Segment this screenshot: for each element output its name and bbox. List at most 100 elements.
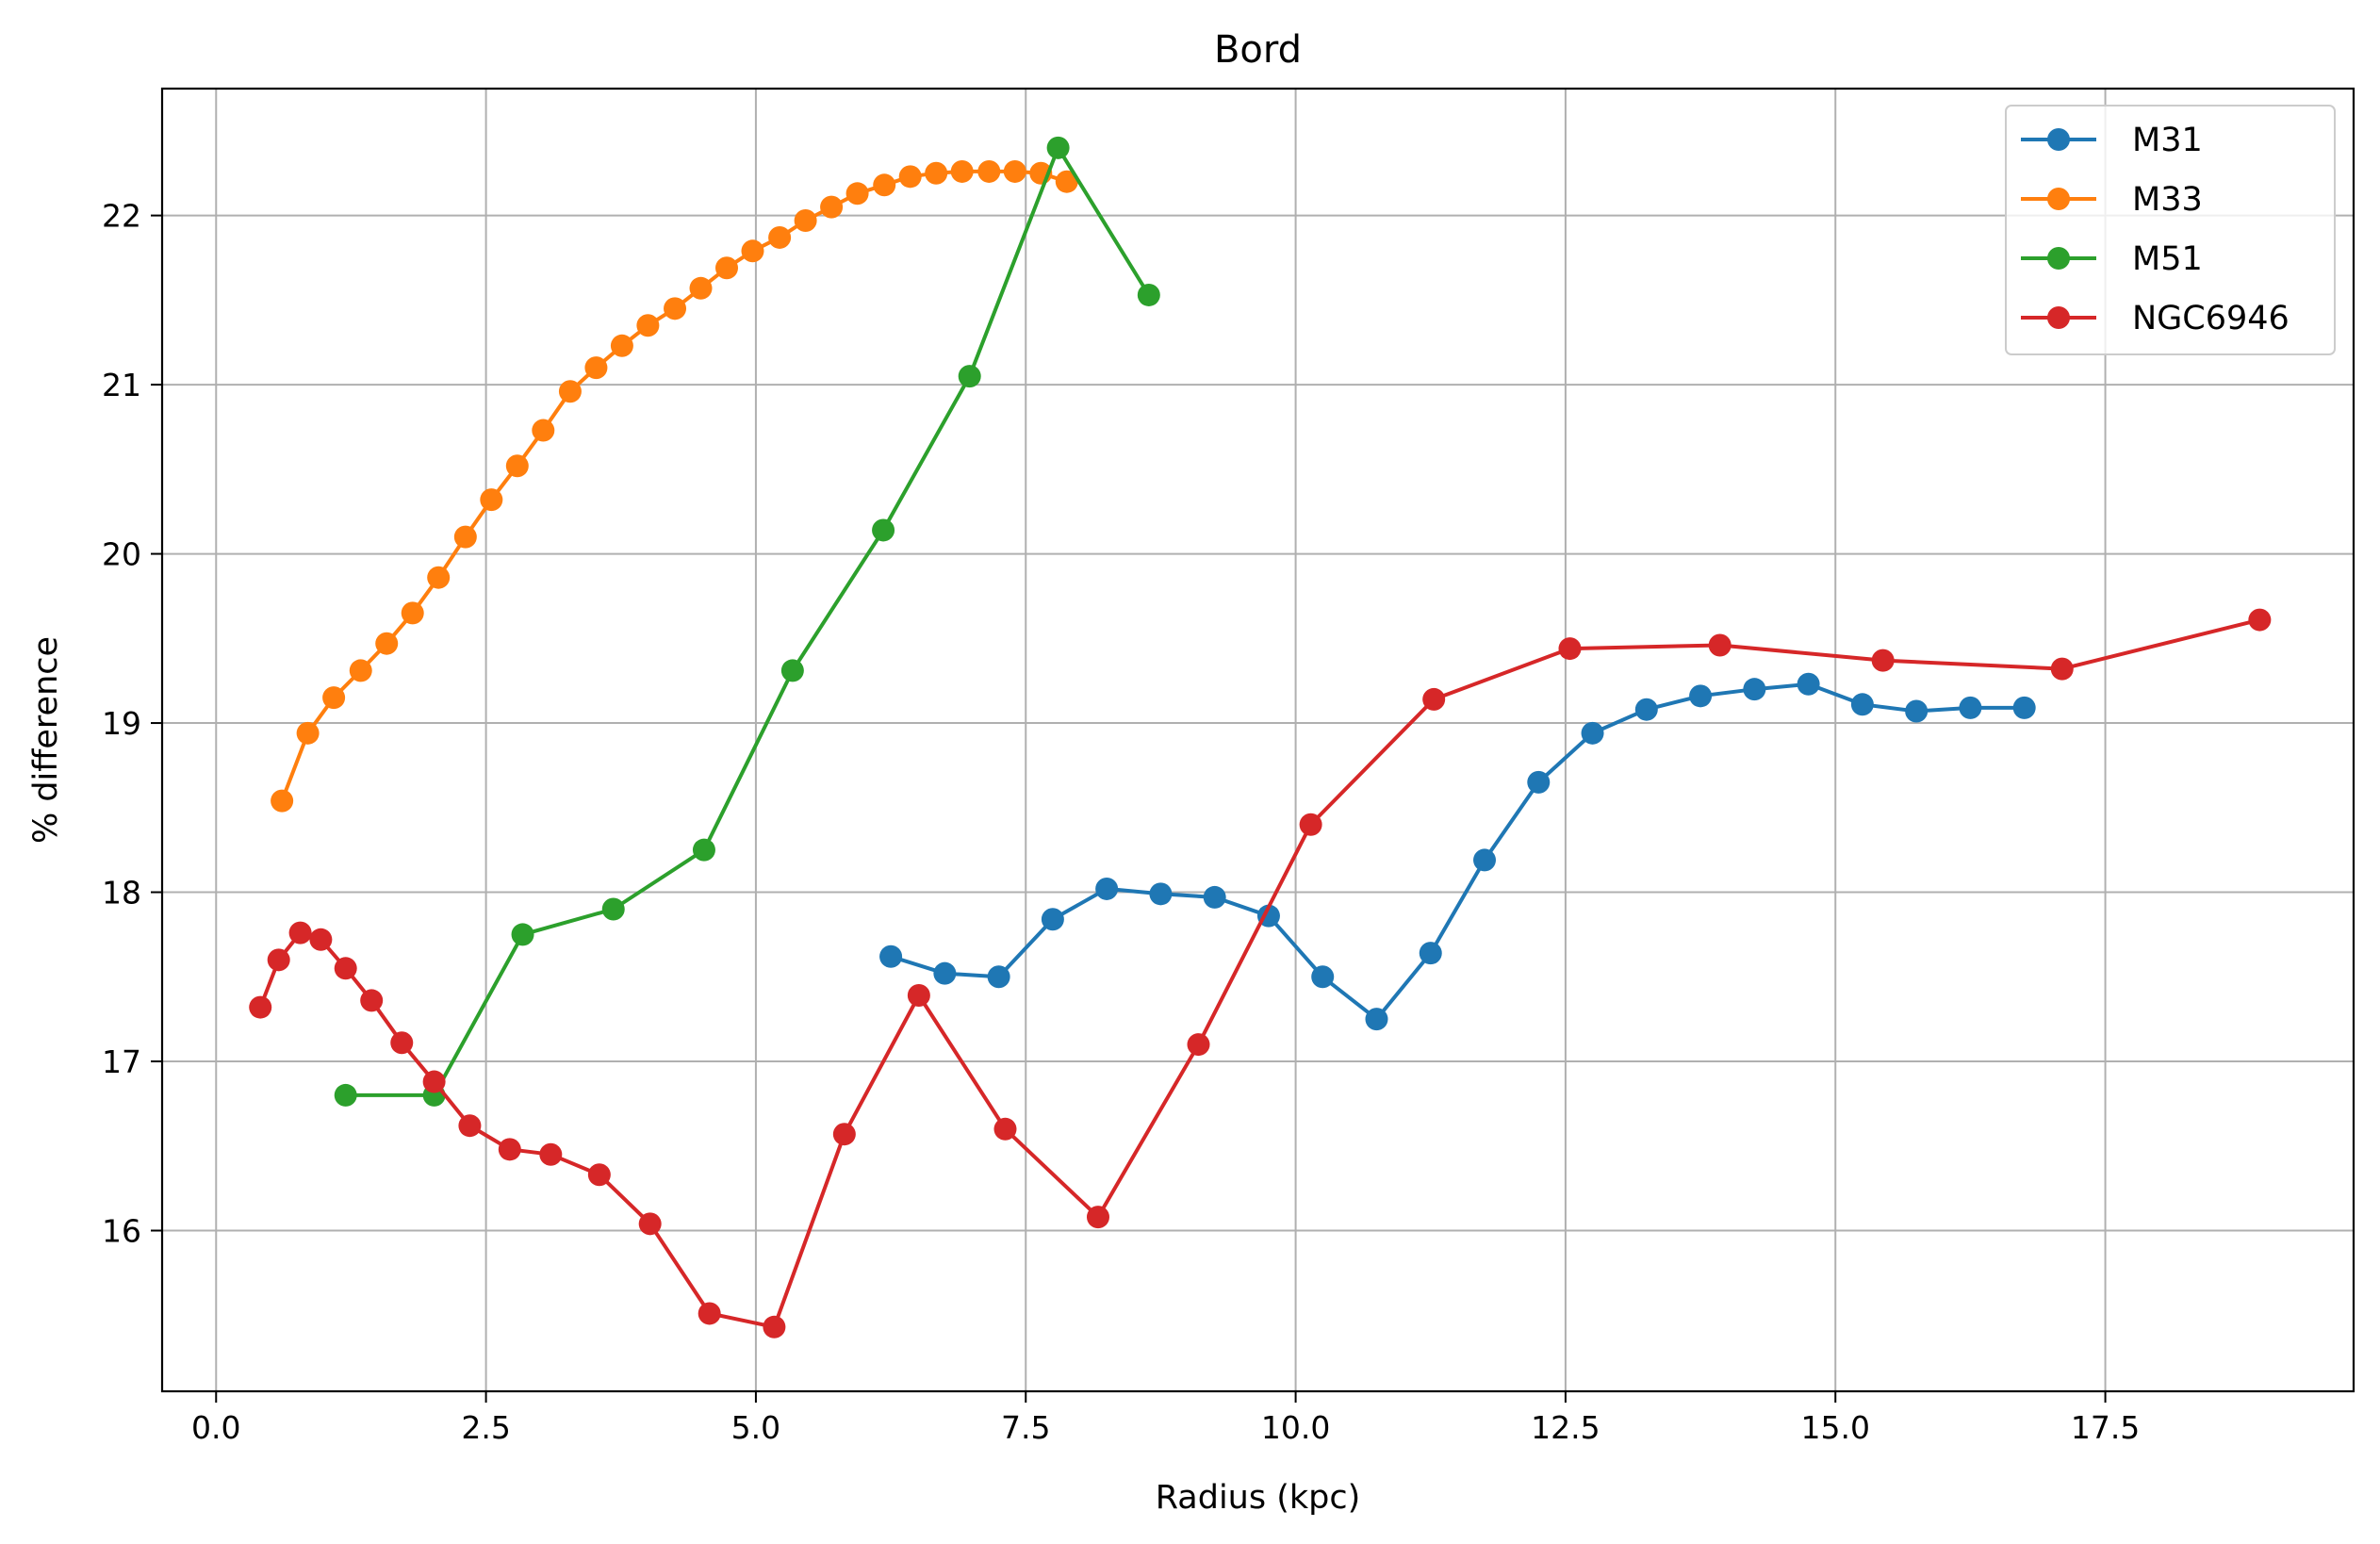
data-point-m33	[296, 721, 320, 745]
data-point-ngc6946	[1871, 649, 1895, 672]
legend-label: M31	[2132, 122, 2203, 159]
legend-box	[2005, 105, 2336, 355]
data-point-m51	[1137, 283, 1160, 306]
y-axis-title: % difference	[27, 636, 65, 844]
data-point-m51	[692, 838, 715, 862]
data-point-m31	[1743, 678, 1766, 701]
data-point-m31	[879, 944, 903, 968]
data-point-ngc6946	[638, 1212, 662, 1236]
data-point-m33	[820, 195, 844, 219]
data-point-m33	[401, 601, 424, 625]
series-m51	[334, 136, 1160, 1107]
x-axis-title: Radius (kpc)	[1156, 1479, 1361, 1517]
data-point-m31	[1041, 908, 1064, 931]
data-point-ngc6946	[587, 1163, 611, 1187]
data-point-m51	[872, 518, 895, 542]
legend-marker	[2047, 247, 2070, 270]
data-point-m33	[845, 182, 869, 205]
data-point-ngc6946	[1558, 637, 1582, 661]
series-ngc6946	[249, 608, 2272, 1339]
data-point-ngc6946	[360, 989, 384, 1012]
data-point-m51	[334, 1083, 357, 1107]
data-point-m31	[1527, 770, 1551, 794]
data-point-ngc6946	[832, 1123, 856, 1146]
data-point-ngc6946	[249, 995, 272, 1019]
data-point-m33	[636, 314, 660, 337]
series-m31	[879, 672, 2036, 1031]
y-tick-label: 21	[102, 367, 141, 403]
data-point-ngc6946	[309, 928, 333, 951]
series-line-m51	[345, 145, 1151, 1097]
data-point-m33	[873, 173, 896, 197]
data-point-m31	[1419, 942, 1442, 965]
y-tick-label: 22	[102, 198, 141, 235]
data-point-m33	[427, 566, 451, 589]
data-point-m33	[322, 686, 346, 710]
data-point-ngc6946	[288, 921, 312, 944]
series-line-m31	[890, 682, 2025, 1022]
data-point-m33	[664, 297, 687, 320]
legend-marker	[2047, 306, 2070, 329]
data-point-m31	[2012, 696, 2036, 719]
data-point-m31	[1634, 698, 1658, 721]
legend-marker	[2047, 128, 2070, 151]
data-point-m31	[1905, 699, 1929, 723]
legend-item-m31: M31	[2021, 122, 2203, 159]
x-tick-label: 7.5	[1001, 1409, 1050, 1446]
axis-ticks: 0.0 2.5 5.0 7.5 10.0 12.5 15.0 17.5 16 17 18 19 20 21…	[102, 198, 2140, 1446]
data-point-m33	[768, 225, 792, 249]
data-point-ngc6946	[1299, 813, 1322, 836]
data-point-m31	[1850, 693, 1874, 716]
legend: M31 M33 M51 NGC6946	[2005, 105, 2336, 355]
data-point-m51	[780, 659, 804, 682]
data-point-ngc6946	[2050, 657, 2074, 681]
data-point-m33	[349, 659, 372, 682]
data-point-m33	[898, 165, 922, 189]
x-tick-label: 0.0	[191, 1409, 240, 1446]
legend-label: M51	[2132, 240, 2203, 278]
data-point-m33	[715, 256, 739, 280]
data-point-m33	[689, 276, 713, 300]
data-point-m33	[558, 380, 582, 403]
data-point-m31	[1203, 885, 1226, 909]
data-point-m31	[1365, 1008, 1388, 1031]
data-point-ngc6946	[422, 1070, 446, 1093]
data-point-ngc6946	[993, 1117, 1017, 1141]
x-tick-label: 12.5	[1531, 1409, 1600, 1446]
data-point-ngc6946	[1187, 1033, 1210, 1057]
data-point-m33	[610, 334, 633, 357]
data-point-m33	[505, 454, 529, 478]
data-point-m31	[1581, 721, 1604, 745]
data-point-m33	[741, 239, 764, 263]
series-group	[249, 136, 2272, 1339]
plot-area-frame	[160, 87, 2355, 1393]
data-point-ngc6946	[458, 1114, 482, 1138]
data-point-m33	[1003, 159, 1026, 183]
x-tick-label: 15.0	[1801, 1409, 1870, 1446]
data-point-ngc6946	[1422, 687, 1446, 711]
data-point-ngc6946	[1708, 633, 1732, 657]
data-point-m33	[480, 488, 503, 512]
data-point-m51	[958, 365, 981, 388]
data-point-m31	[987, 965, 1010, 989]
data-point-m33	[271, 789, 294, 813]
y-tick-label: 18	[102, 875, 141, 912]
legend-marker	[2047, 188, 2070, 210]
data-point-ngc6946	[267, 948, 290, 972]
data-point-m31	[1689, 684, 1713, 708]
data-point-m31	[1149, 882, 1173, 906]
x-tick-label: 10.0	[1261, 1409, 1330, 1446]
legend-item-m33: M33	[2021, 181, 2203, 219]
data-point-m31	[1095, 877, 1119, 900]
data-point-m31	[1473, 848, 1497, 872]
data-point-m33	[1055, 170, 1078, 193]
series-m33	[271, 159, 1078, 813]
x-tick-label: 5.0	[731, 1409, 780, 1446]
data-point-ngc6946	[539, 1142, 563, 1166]
x-tick-label: 17.5	[2071, 1409, 2140, 1446]
data-point-m31	[1797, 672, 1820, 696]
data-point-m33	[453, 525, 477, 549]
data-point-m33	[925, 161, 948, 185]
